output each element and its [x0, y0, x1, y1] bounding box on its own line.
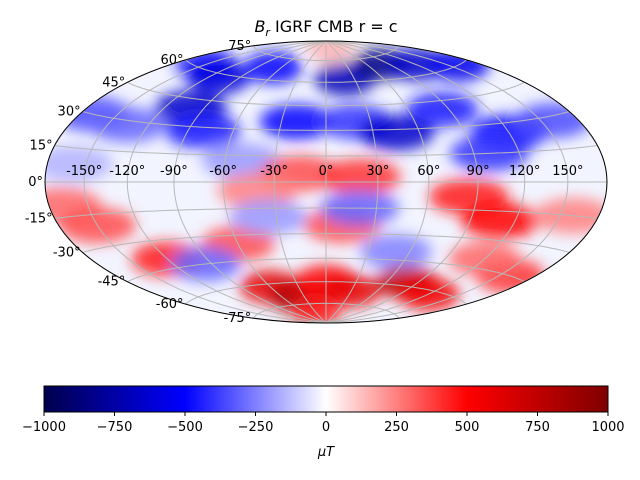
latitude-tick-label: -45° [98, 275, 126, 290]
colorbar-bar [43, 385, 609, 413]
parallel-line [54, 207, 598, 219]
field-patch [461, 203, 540, 239]
colorbar-label: μT [317, 445, 335, 460]
parallel-line [185, 59, 467, 83]
field-patch [320, 158, 401, 195]
field-patch [89, 107, 166, 143]
graticule [45, 41, 607, 323]
field-patch [406, 92, 479, 127]
parallel-line [185, 281, 467, 305]
latitude-tick-label: -30° [53, 246, 81, 261]
field-patch [45, 145, 113, 182]
longitude-tick-label: 90° [467, 164, 490, 179]
colorbar-tick-label: 0 [322, 420, 330, 435]
title-subscript: r [265, 26, 271, 39]
latitude-tick-label: 15° [30, 139, 53, 154]
colorbar: −1000 −750 −500 −250 0 250 500 750 1000 μT [22, 385, 625, 460]
latitude-tick-label: 0° [28, 175, 43, 190]
longitude-tick-label: -90° [160, 164, 188, 179]
parallel-line [252, 45, 400, 62]
longitude-tick-label: -150° [66, 164, 102, 179]
longitude-tick-label: 150° [552, 164, 583, 179]
title-text: IGRF CMB r = c [270, 17, 398, 36]
colorbar-tick-label: 250 [384, 420, 409, 435]
longitude-tick-label: 30° [366, 164, 389, 179]
colorbar-tick-label: −250 [238, 420, 274, 435]
colorbar-tick-label: −500 [167, 420, 203, 435]
latitude-tick-label: -60° [156, 297, 184, 312]
latitude-tick-labels: 75° 60° 45° 30° 15° 0° -15° -30° -45° -60° -75° [25, 39, 251, 326]
parallel-line [252, 302, 400, 319]
colorbar-tick-label: 500 [455, 420, 480, 435]
chart-title: Br IGRF CMB r = c [254, 17, 397, 39]
field-patch [244, 51, 302, 85]
title-symbol: B [254, 17, 265, 36]
colorbar-tick-label: 1000 [591, 420, 624, 435]
longitude-tick-labels: -150° -120° -90° -60° -30° 0° 30° 60° 90° 120° 150… [66, 164, 583, 179]
map: -150° -120° -90° -60° -30° 0° 30° 60° 90° 120° 150… [25, 39, 608, 326]
longitude-tick-label: -30° [260, 164, 288, 179]
colorbar-tick-label: 750 [525, 420, 550, 435]
latitude-tick-label: 45° [102, 75, 125, 90]
parallel-line [127, 81, 525, 107]
longitude-tick-label: 60° [417, 164, 440, 179]
latitude-tick-label: -75° [224, 311, 252, 326]
colorbar-ticks: −1000 −750 −500 −250 0 250 500 750 1000 [22, 412, 625, 435]
map-outline [44, 40, 608, 324]
field-patch [306, 41, 354, 64]
latitude-tick-label: 75° [228, 39, 251, 54]
parallel-line [54, 145, 598, 157]
colorbar-tick-label: −750 [97, 420, 133, 435]
longitude-tick-label: 120° [509, 164, 540, 179]
field-patch [229, 199, 308, 235]
colorbar-tick-label: −1000 [22, 420, 66, 435]
field-patch [360, 234, 432, 269]
latitude-tick-label: 60° [160, 53, 183, 68]
parallel-line [82, 233, 570, 253]
parallel-line [127, 257, 525, 283]
parallel-line [82, 111, 570, 131]
longitude-tick-label: -60° [209, 164, 237, 179]
longitude-tick-label: -120° [109, 164, 145, 179]
latitude-tick-label: 30° [58, 105, 81, 120]
longitude-tick-label: 0° [319, 164, 334, 179]
latitude-tick-label: -15° [25, 212, 53, 227]
